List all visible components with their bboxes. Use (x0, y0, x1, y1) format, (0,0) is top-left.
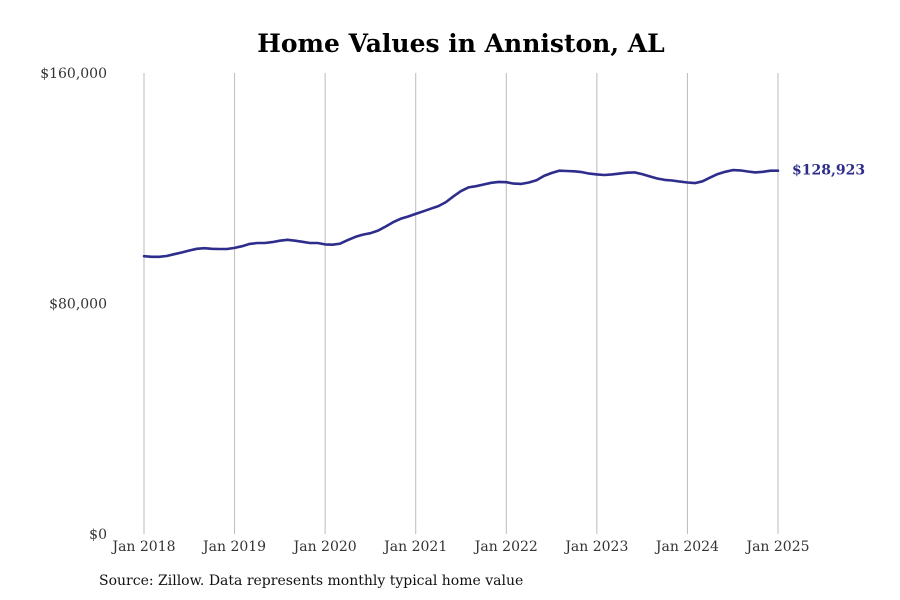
source-note: Source: Zillow. Data represents monthly … (99, 573, 524, 589)
x-tick-label: Jan 2018 (110, 539, 175, 555)
x-axis-tick-labels: Jan 2018 Jan 2019 Jan 2020 Jan 2021 Jan 2022… (110, 539, 809, 555)
vertical-gridlines (143, 73, 779, 534)
y-axis-tick-labels: $0 $80,000 $160,000 (40, 66, 107, 543)
end-value-label: $128,923 (792, 163, 865, 179)
x-tick-label: Jan 2024 (654, 539, 719, 555)
x-tick-label: Jan 2022 (473, 539, 538, 555)
x-tick-label: Jan 2025 (744, 539, 809, 555)
x-tick-label: Jan 2021 (382, 539, 447, 555)
x-tick-label: Jan 2023 (563, 539, 628, 555)
annotations: $128,923 (792, 163, 865, 179)
y-tick-label: $80,000 (49, 297, 107, 313)
y-tick-label: $0 (89, 527, 107, 543)
series-lines (142, 168, 780, 259)
x-tick-label: Jan 2019 (201, 539, 266, 555)
x-tick-label: Jan 2020 (292, 539, 357, 555)
chart-title: Home Values in Anniston, AL (257, 29, 665, 58)
series-line (142, 168, 780, 259)
y-tick-label: $160,000 (40, 66, 107, 82)
